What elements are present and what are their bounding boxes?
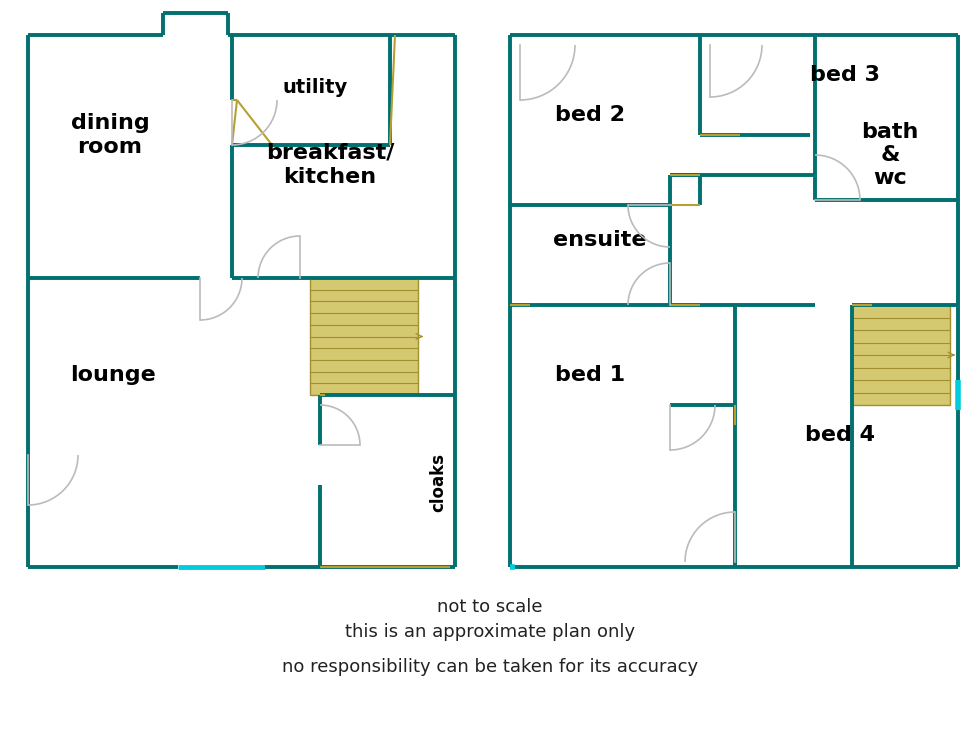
Text: cloaks: cloaks [429,453,447,512]
Bar [852,305,950,405]
Text: bed 1: bed 1 [555,365,625,385]
Text: this is an approximate plan only: this is an approximate plan only [345,623,635,641]
Text: bath
&
wc: bath & wc [861,122,918,188]
Bar [310,278,418,395]
Text: ensuite: ensuite [554,230,647,250]
Text: dining
room: dining room [71,112,149,157]
Text: bed 4: bed 4 [805,425,875,445]
Text: breakfast/
kitchen: breakfast/ kitchen [266,143,394,187]
Text: utility: utility [282,77,348,96]
Text: bed 2: bed 2 [555,105,625,125]
Text: no responsibility can be taken for its accuracy: no responsibility can be taken for its a… [282,658,698,676]
Text: not to scale: not to scale [437,598,543,616]
Text: bed 3: bed 3 [810,65,880,85]
Text: lounge: lounge [71,365,156,385]
